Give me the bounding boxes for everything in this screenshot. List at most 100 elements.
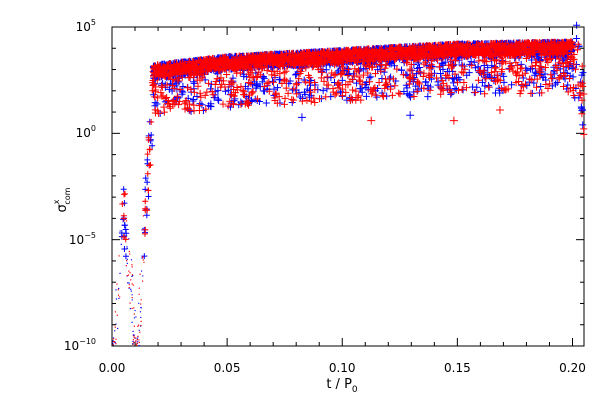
data-point	[322, 93, 330, 101]
data-point	[219, 77, 227, 85]
data-point	[353, 94, 361, 102]
data-point	[339, 85, 347, 93]
data-points	[111, 21, 588, 347]
data-point	[519, 74, 527, 82]
data-point	[570, 92, 578, 100]
data-point	[564, 88, 572, 96]
data-point	[566, 75, 574, 83]
data-point	[395, 89, 403, 97]
data-point	[346, 97, 354, 105]
data-point	[329, 85, 337, 93]
data-point	[214, 95, 222, 103]
data-point	[135, 316, 137, 318]
data-point	[129, 272, 131, 274]
data-point	[513, 62, 521, 70]
data-point	[140, 316, 142, 319]
data-point	[500, 72, 508, 80]
data-point	[140, 307, 142, 309]
data-point	[374, 66, 382, 74]
data-point	[414, 86, 422, 94]
data-point	[396, 90, 404, 98]
data-point	[303, 96, 311, 104]
data-point	[414, 78, 422, 86]
data-point	[190, 79, 198, 87]
data-point	[307, 97, 315, 105]
data-point	[197, 93, 205, 101]
data-point	[174, 77, 182, 85]
data-point	[459, 69, 467, 77]
data-point	[126, 275, 128, 277]
data-point	[528, 76, 536, 84]
data-point	[151, 109, 159, 117]
data-point	[521, 69, 529, 77]
data-point	[370, 85, 378, 93]
data-point	[142, 207, 149, 214]
data-point	[532, 58, 540, 66]
data-point	[577, 103, 585, 111]
data-point	[117, 294, 120, 296]
data-point	[117, 327, 119, 330]
data-point	[332, 89, 340, 97]
data-point	[546, 80, 554, 88]
data-point	[163, 81, 171, 89]
data-point	[226, 97, 234, 105]
data-point	[183, 84, 191, 92]
data-point	[196, 89, 204, 97]
data-point	[415, 80, 423, 88]
data-point	[578, 96, 586, 104]
data-point	[249, 88, 257, 96]
data-point	[143, 261, 145, 263]
data-point	[580, 90, 588, 98]
data-point	[151, 83, 159, 91]
data-point	[213, 75, 221, 83]
data-point	[578, 62, 586, 70]
data-point	[536, 68, 544, 76]
data-point	[128, 282, 130, 284]
data-point	[132, 339, 135, 341]
data-point	[393, 65, 401, 73]
data-point	[223, 71, 231, 79]
data-point	[454, 78, 461, 86]
data-point	[280, 61, 288, 69]
data-point	[547, 71, 555, 79]
data-point	[449, 116, 458, 125]
data-point	[248, 89, 256, 97]
data-point	[131, 274, 133, 276]
data-point	[112, 343, 114, 346]
data-point	[194, 82, 202, 90]
data-point	[311, 86, 319, 94]
data-point	[340, 59, 348, 67]
data-point	[372, 70, 379, 78]
data-point	[420, 84, 428, 92]
data-point	[215, 96, 223, 104]
plot-frame	[111, 26, 585, 347]
data-point	[131, 297, 133, 299]
data-point	[542, 81, 550, 89]
data-point	[475, 52, 483, 60]
data-point	[137, 340, 139, 342]
data-point	[556, 59, 564, 67]
data-point	[133, 341, 135, 343]
data-point	[381, 81, 389, 89]
data-point	[379, 91, 387, 99]
data-point	[357, 96, 365, 104]
data-point	[244, 101, 252, 109]
data-point	[403, 90, 411, 98]
data-point	[331, 91, 339, 99]
data-point	[268, 77, 276, 85]
data-point	[576, 91, 584, 99]
data-point	[353, 79, 361, 87]
data-point	[187, 70, 195, 78]
data-point	[436, 83, 444, 91]
data-point	[133, 335, 135, 337]
data-point	[574, 46, 582, 54]
data-point	[474, 76, 482, 84]
data-point	[138, 345, 140, 347]
data-point	[420, 69, 428, 77]
data-point	[439, 86, 447, 94]
data-point	[399, 71, 407, 79]
data-point	[131, 299, 133, 301]
data-point	[130, 290, 132, 292]
data-point	[413, 87, 421, 95]
data-point	[270, 67, 278, 75]
